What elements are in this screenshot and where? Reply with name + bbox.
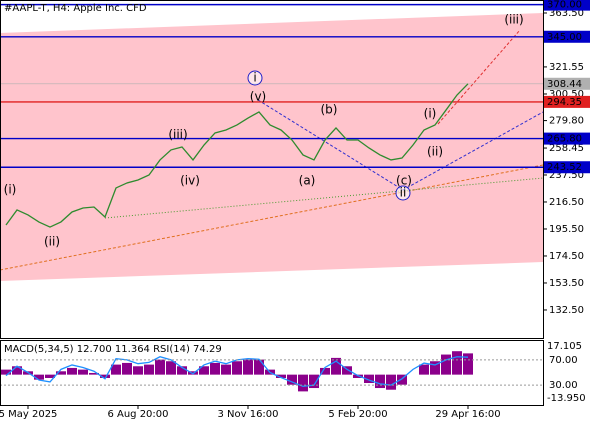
macd-bar <box>155 359 165 375</box>
wave-label: (a) <box>299 174 316 188</box>
macd-bar <box>430 361 440 375</box>
level-label: 308.44 <box>547 79 582 90</box>
macd-bar <box>298 374 308 392</box>
main-panel: 132.50 153.50 174.50 195.50 216.50 237.50 258.… <box>0 0 590 316</box>
x-tick-label: 5 Feb 20:00 <box>328 409 387 420</box>
macd-bar <box>320 367 330 375</box>
wave-label: (iii) <box>168 128 187 142</box>
macd-bar <box>45 374 55 378</box>
macd-bar <box>342 366 352 375</box>
y-tick-label: 17.105 <box>547 341 582 352</box>
level-label: 370.00 <box>547 0 582 11</box>
macd-bar <box>210 362 220 375</box>
x-tick-label: 3 Nov 16:00 <box>217 409 278 420</box>
macd-bar <box>122 362 132 375</box>
macd-bar <box>419 364 429 375</box>
level-label: 345.00 <box>547 32 582 43</box>
macd-bar <box>89 372 99 375</box>
level-label-box <box>544 77 590 90</box>
wave-label: (iii) <box>504 13 523 27</box>
macd-bar <box>100 374 110 378</box>
macd-bar <box>34 374 44 380</box>
y-tick-label: 321.55 <box>549 62 584 73</box>
wave-label: (ii) <box>427 145 443 159</box>
macd-bar <box>441 354 451 375</box>
macd-bar <box>78 369 88 375</box>
macd-bar <box>452 351 462 375</box>
y-tick-label: 174.50 <box>549 251 584 262</box>
y-tick-label: 237.50 <box>549 170 584 181</box>
y2-tick-label: 70.00 <box>549 355 578 366</box>
macd-bar <box>166 361 176 375</box>
indicator-border <box>0 340 544 406</box>
wave-circle <box>395 185 411 201</box>
price-channel <box>0 13 543 281</box>
macd-bar <box>12 366 22 375</box>
macd-bar <box>331 357 341 375</box>
macd-bar <box>287 374 297 385</box>
y-tick-label: 300.50 <box>549 89 584 100</box>
level-label: 265.80 <box>547 134 582 145</box>
macd-bar <box>232 361 242 375</box>
wave-label: (i) <box>424 107 437 121</box>
macd-bar <box>254 359 264 375</box>
level-label-box <box>544 132 590 145</box>
level-label: 294.35 <box>547 97 582 108</box>
macd-bar <box>243 359 253 375</box>
chart-title: #AAPL-T, H4: Apple Inc. CFD <box>4 3 147 14</box>
y-tick-label: 132.50 <box>549 305 584 316</box>
y-tick-label: 153.50 <box>549 278 584 289</box>
y-tick-label: 279.80 <box>549 116 584 127</box>
y-tick-label: 258.45 <box>549 143 584 154</box>
level-label-box <box>544 0 590 11</box>
macd-bar <box>177 366 187 375</box>
macd-bar <box>397 374 407 385</box>
macd-bar <box>111 364 121 375</box>
x-tick-label: 29 Apr 16:00 <box>435 409 500 420</box>
macd-bar <box>144 364 154 375</box>
macd-bar <box>364 374 374 384</box>
macd-bar <box>221 364 231 375</box>
y2-tick-label: 30.00 <box>549 380 578 391</box>
wave-label: (ii) <box>44 235 60 249</box>
wave-label: (i) <box>4 183 17 197</box>
wave-label: (v) <box>250 90 266 104</box>
level-label-box <box>544 161 590 174</box>
level-label-box <box>544 95 590 108</box>
wave-label: ii <box>400 186 407 200</box>
price-line <box>5 83 469 228</box>
trend-line <box>104 177 544 219</box>
level-label-box <box>544 30 590 43</box>
indicator-title: MACD(5,34,5) 12.700 11.364 RSI(14) 74.29 <box>4 344 222 355</box>
wave-label: (c) <box>396 174 412 188</box>
macd-bar <box>67 367 77 375</box>
macd-bar <box>386 374 396 390</box>
level-label: 243.52 <box>547 162 582 173</box>
wave-label: (b) <box>321 103 338 117</box>
macd-bar <box>133 366 143 375</box>
macd-bar <box>463 353 473 375</box>
y-tick-label: 216.50 <box>549 197 584 208</box>
macd-bar <box>276 374 286 378</box>
projection-line <box>437 29 521 125</box>
wave-label: (iv) <box>180 174 200 188</box>
macd-bar <box>375 374 385 389</box>
trend-line <box>0 164 544 271</box>
wave-circle <box>247 70 263 86</box>
y-tick-label: -13.950 <box>547 393 586 404</box>
macd-bar <box>309 374 319 389</box>
macd-bar <box>56 371 66 375</box>
macd-bar <box>199 366 209 375</box>
x-tick-label: 5 May 2025 <box>0 409 57 420</box>
macd-bar <box>1 369 11 375</box>
indicator-panel: 17.105 -13.950 70.00 30.00 <box>0 341 586 404</box>
y-tick-label: 363.50 <box>549 8 584 19</box>
plot-border <box>0 0 544 339</box>
wave-label: i <box>253 71 256 85</box>
y-tick-label: 195.50 <box>549 224 584 235</box>
x-tick-label: 6 Aug 20:00 <box>107 409 168 420</box>
